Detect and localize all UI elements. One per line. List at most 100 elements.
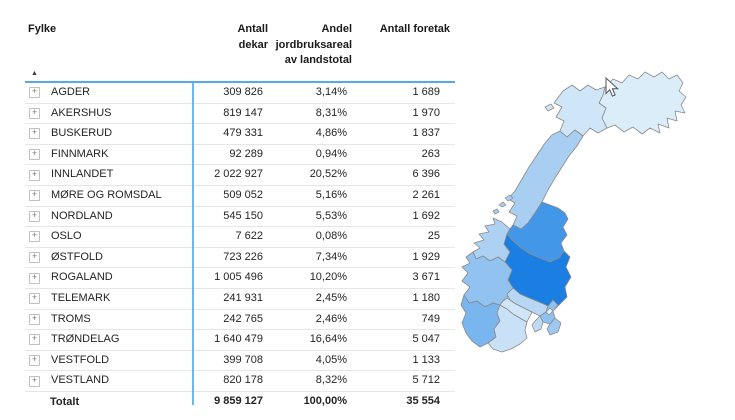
map-region-ostfold[interactable]: [546, 317, 562, 336]
cell-antall-foretak: 1 689: [412, 86, 440, 98]
cell-fylke: + TROMS: [25, 310, 192, 330]
fylke-name: TELEMARK: [51, 291, 111, 304]
table-total-row[interactable]: Totalt 9 859 127 100,00% 35 554: [25, 392, 455, 413]
map-region-troms[interactable]: [553, 84, 608, 138]
cell-antall-dekar: 1 005 496: [214, 271, 263, 284]
map-region-vestfold[interactable]: [531, 315, 544, 333]
table-row[interactable]: + TELEMARK 241 931 2,45% 1 180: [25, 289, 455, 310]
expand-row-icon[interactable]: +: [29, 149, 40, 161]
cell-andel: 4,86%: [315, 127, 347, 140]
fylke-name: AKERSHUS: [51, 106, 112, 119]
table-row[interactable]: + ROGALAND 1 005 496 10,20% 3 671: [25, 268, 455, 289]
fylke-table: Fylke Antall dekar Andel jordbruksareal …: [25, 22, 455, 413]
cell-andel: 3,14%: [315, 86, 347, 98]
cell-antall-foretak: 1 929: [412, 250, 440, 263]
column-header-andel-jordbruksareal[interactable]: Andel jordbruksareal av landstotal: [268, 22, 352, 69]
fylke-name: AGDER: [51, 86, 91, 98]
cell-antall-dekar: 479 331: [223, 127, 263, 140]
sort-indicator-row: ▲: [25, 69, 455, 81]
table-row[interactable]: + NORDLAND 545 150 5,53% 1 692: [25, 207, 455, 228]
fylke-name: VESTFOLD: [51, 353, 110, 366]
expand-row-icon[interactable]: +: [29, 231, 40, 243]
map-island[interactable]: [504, 194, 514, 202]
cell-antall-dekar: 2 022 927: [214, 168, 263, 181]
map-region-finnmark[interactable]: [598, 71, 687, 135]
expand-row-icon[interactable]: +: [29, 313, 40, 325]
table-row[interactable]: + BUSKERUD 479 331 4,86% 1 837: [25, 124, 455, 145]
expand-row-icon[interactable]: +: [29, 210, 40, 222]
cell-fylke: + OSLO: [25, 227, 192, 247]
cell-antall-foretak: 1 970: [412, 106, 440, 119]
cell-antall-foretak: 1 180: [412, 291, 440, 304]
expand-row-icon[interactable]: +: [29, 128, 40, 140]
cell-antall-foretak: 3 671: [412, 271, 440, 284]
expand-row-icon[interactable]: +: [29, 293, 40, 305]
table-row[interactable]: + OSLO 7 622 0,08% 25: [25, 227, 455, 248]
fylke-name: MØRE OG ROMSDAL: [51, 188, 162, 201]
expand-row-icon[interactable]: +: [29, 252, 40, 264]
cell-antall-dekar: 242 765: [223, 312, 263, 325]
fylke-name: INNLANDET: [51, 168, 114, 181]
fylke-name: FINNMARK: [51, 147, 109, 160]
cell-antall-foretak: 1 133: [412, 353, 440, 366]
cell-fylke: + INNLANDET: [25, 165, 192, 185]
cell-fylke: + AGDER: [25, 83, 192, 103]
table-row[interactable]: + FINNMARK 92 289 0,94% 263: [25, 145, 455, 166]
column-header-fylke-label: Fylke: [28, 23, 57, 35]
mouse-cursor: [605, 76, 619, 97]
cell-antall-dekar: 819 147: [223, 106, 263, 119]
expand-row-icon[interactable]: +: [29, 87, 40, 99]
map-island[interactable]: [492, 208, 500, 215]
fylke-name: TROMS: [51, 312, 91, 325]
norway-choropleth-map: [460, 71, 687, 353]
fylke-name: ROGALAND: [51, 271, 113, 284]
cell-andel: 16,64%: [309, 333, 347, 346]
cell-andel: 5,16%: [315, 188, 347, 201]
column-header-antall-dekar[interactable]: Antall dekar: [192, 22, 268, 53]
column-divider-line: [192, 83, 194, 405]
cell-andel: 0,94%: [315, 147, 347, 160]
table-row[interactable]: + MØRE OG ROMSDAL 509 052 5,16% 2 261: [25, 186, 455, 207]
fylke-name: OSLO: [51, 230, 82, 243]
cell-andel: 8,31%: [315, 106, 347, 119]
expand-row-icon[interactable]: +: [29, 107, 40, 119]
cell-fylke: + ØSTFOLD: [25, 248, 192, 268]
column-header-antall-dekar-label: Antall dekar: [237, 23, 268, 51]
cell-antall-dekar: 545 150: [223, 209, 263, 222]
expand-row-icon[interactable]: +: [29, 272, 40, 284]
table-row[interactable]: + AKERSHUS 819 147 8,31% 1 970: [25, 104, 455, 125]
fylke-name: ØSTFOLD: [51, 250, 103, 263]
column-header-fylke[interactable]: Fylke: [25, 22, 192, 38]
fylke-name: BUSKERUD: [51, 127, 113, 140]
cell-antall-dekar: 7 622: [235, 230, 263, 243]
expand-row-icon[interactable]: +: [29, 375, 40, 387]
cell-fylke: + AKERSHUS: [25, 104, 192, 124]
map-region-oslo[interactable]: [545, 307, 554, 316]
table-row[interactable]: + ØSTFOLD 723 226 7,34% 1 929: [25, 248, 455, 269]
table-row[interactable]: + TROMS 242 765 2,46% 749: [25, 310, 455, 331]
column-header-antall-foretak[interactable]: Antall foretak: [352, 22, 455, 38]
expand-row-icon[interactable]: +: [29, 169, 40, 181]
fylke-name: NORDLAND: [51, 209, 113, 222]
cell-fylke: + TELEMARK: [25, 289, 192, 309]
fylke-name: VESTLAND: [51, 374, 110, 387]
sort-ascending-icon[interactable]: ▲: [31, 70, 38, 77]
cell-antall-foretak: 1 692: [412, 209, 440, 222]
table-row[interactable]: + INNLANDET 2 022 927 20,52% 6 396: [25, 165, 455, 186]
expand-row-icon[interactable]: +: [29, 334, 40, 346]
total-label: Totalt: [50, 395, 80, 408]
expand-row-icon[interactable]: +: [29, 190, 40, 202]
cell-fylke: + FINNMARK: [25, 145, 192, 165]
cell-antall-dekar: 309 826: [223, 86, 263, 98]
map-island[interactable]: [544, 103, 555, 112]
map-region-more-og-romsdal[interactable]: [472, 217, 511, 263]
cell-andel: 0,08%: [315, 230, 347, 243]
table-row[interactable]: + VESTLAND 820 178 8,32% 5 712: [25, 371, 455, 392]
table-row[interactable]: + AGDER 309 826 3,14% 1 689: [25, 83, 455, 104]
table-row[interactable]: + TRØNDELAG 1 640 479 16,64% 5 047: [25, 330, 455, 351]
map-island[interactable]: [498, 201, 507, 208]
expand-row-icon[interactable]: +: [29, 355, 40, 367]
cell-fylke: + VESTFOLD: [25, 351, 192, 371]
table-row[interactable]: + VESTFOLD 399 708 4,05% 1 133: [25, 351, 455, 372]
cell-fylke: + NORDLAND: [25, 207, 192, 227]
